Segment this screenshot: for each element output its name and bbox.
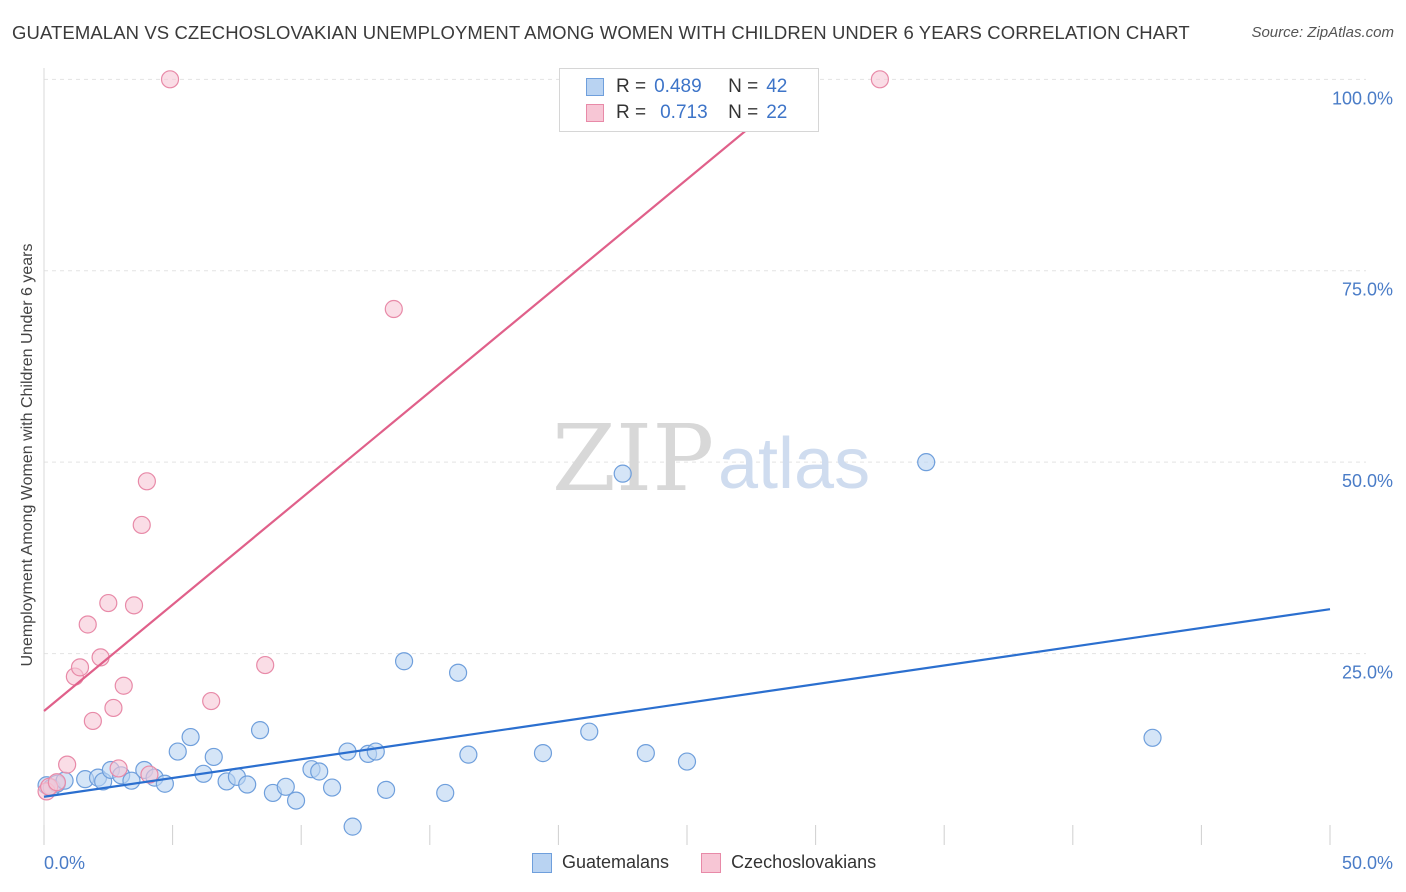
data-point-czechoslovakians bbox=[78, 615, 97, 634]
data-point-guatemalans bbox=[168, 742, 187, 761]
legend-row-guatemalans: R = 0.489 N = 42 bbox=[586, 74, 787, 100]
data-point-czechoslovakians bbox=[132, 515, 151, 535]
data-point-guatemalans bbox=[636, 744, 655, 763]
legend-n-label: N = bbox=[728, 102, 759, 123]
data-point-guatemalans bbox=[310, 762, 329, 781]
data-point-czechoslovakians bbox=[137, 472, 156, 491]
data-point-guatemalans bbox=[917, 453, 936, 472]
data-point-czechoslovakians bbox=[140, 765, 159, 784]
legend-n-value: 22 bbox=[766, 102, 788, 123]
legend-n-value: 42 bbox=[766, 76, 788, 97]
data-point-guatemalans bbox=[580, 722, 599, 741]
data-point-czechoslovakians bbox=[160, 70, 180, 89]
data-point-guatemalans bbox=[448, 663, 468, 682]
data-point-czechoslovakians bbox=[104, 698, 123, 718]
data-point-czechoslovakians bbox=[114, 676, 133, 695]
data-point-czechoslovakians bbox=[109, 759, 128, 778]
legend-item-czechoslovakians: Czechoslovakians bbox=[701, 852, 876, 873]
data-point-guatemalans bbox=[613, 464, 632, 483]
legend-label-guatemalans: Guatemalans bbox=[562, 852, 670, 872]
watermark-zip: ZIP bbox=[552, 405, 714, 512]
data-point-czechoslovakians bbox=[99, 593, 118, 613]
legend-r-label: R = bbox=[616, 76, 647, 97]
trend-line-czechoslovakians bbox=[43, 78, 809, 712]
legend-row-czechoslovakians: R = 0.713 N = 22 bbox=[586, 100, 787, 126]
data-point-guatemalans bbox=[181, 727, 200, 747]
chart-title: GUATEMALAN VS CZECHOSLOVAKIAN UNEMPLOYME… bbox=[12, 22, 1190, 43]
y-tick-label: 100.0% bbox=[1332, 88, 1393, 108]
legend-swatch-blue bbox=[532, 852, 552, 873]
legend-item-guatemalans: Guatemalans bbox=[532, 852, 669, 873]
data-point-guatemalans bbox=[459, 745, 478, 764]
data-point-guatemalans bbox=[238, 775, 257, 794]
data-point-czechoslovakians bbox=[202, 691, 221, 711]
data-point-guatemalans bbox=[250, 721, 270, 740]
correlation-legend: R = 0.489 N = 42 R = 0.713 N = 22 bbox=[559, 68, 819, 132]
x-tick-label: 50.0% bbox=[1342, 853, 1393, 873]
watermark-atlas: atlas bbox=[718, 424, 870, 504]
legend-r-value: 0.713 bbox=[660, 102, 708, 123]
data-point-guatemalans bbox=[436, 783, 455, 803]
legend-r-label: R = bbox=[616, 102, 647, 123]
data-point-guatemalans bbox=[376, 780, 396, 799]
data-point-guatemalans bbox=[322, 778, 342, 797]
data-point-guatemalans bbox=[204, 747, 223, 767]
data-point-czechoslovakians bbox=[870, 70, 890, 89]
data-point-czechoslovakians bbox=[83, 711, 102, 731]
legend-swatch-blue bbox=[586, 78, 604, 96]
source-text: Source: ZipAtlas.com bbox=[1251, 24, 1394, 41]
series-legend: Guatemalans Czechoslovakians bbox=[532, 852, 908, 873]
data-point-guatemalans bbox=[677, 752, 697, 771]
legend-r-value: 0.489 bbox=[654, 76, 702, 97]
trend-line-guatemalans bbox=[43, 608, 1331, 798]
data-point-czechoslovakians bbox=[47, 773, 66, 792]
data-point-guatemalans bbox=[533, 744, 553, 763]
data-point-czechoslovakians bbox=[70, 658, 90, 677]
data-point-guatemalans bbox=[1143, 728, 1162, 747]
legend-n-label: N = bbox=[728, 76, 759, 97]
data-point-guatemalans bbox=[394, 652, 414, 671]
data-point-guatemalans bbox=[276, 777, 295, 796]
axes bbox=[43, 68, 1331, 845]
data-point-czechoslovakians bbox=[58, 755, 77, 774]
legend-label-czechoslovakians: Czechoslovakians bbox=[731, 852, 877, 872]
y-tick-label: 75.0% bbox=[1342, 280, 1393, 300]
data-point-czechoslovakians bbox=[256, 655, 275, 675]
data-point-czechoslovakians bbox=[384, 299, 403, 319]
trend-lines bbox=[43, 78, 1331, 798]
data-point-czechoslovakians bbox=[124, 596, 144, 615]
x-tick-label: 0.0% bbox=[44, 853, 85, 873]
legend-swatch-pink bbox=[701, 852, 722, 873]
data-point-guatemalans bbox=[366, 742, 385, 761]
legend-swatch-pink bbox=[586, 104, 604, 122]
y-tick-label: 25.0% bbox=[1342, 663, 1393, 683]
y-tick-label: 50.0% bbox=[1342, 471, 1393, 491]
tick-labels: 25.0% 50.0% 75.0% 100.0% 0.0% 50.0% bbox=[44, 88, 1393, 873]
data-point-guatemalans bbox=[343, 817, 362, 836]
data-point-guatemalans bbox=[286, 791, 306, 810]
